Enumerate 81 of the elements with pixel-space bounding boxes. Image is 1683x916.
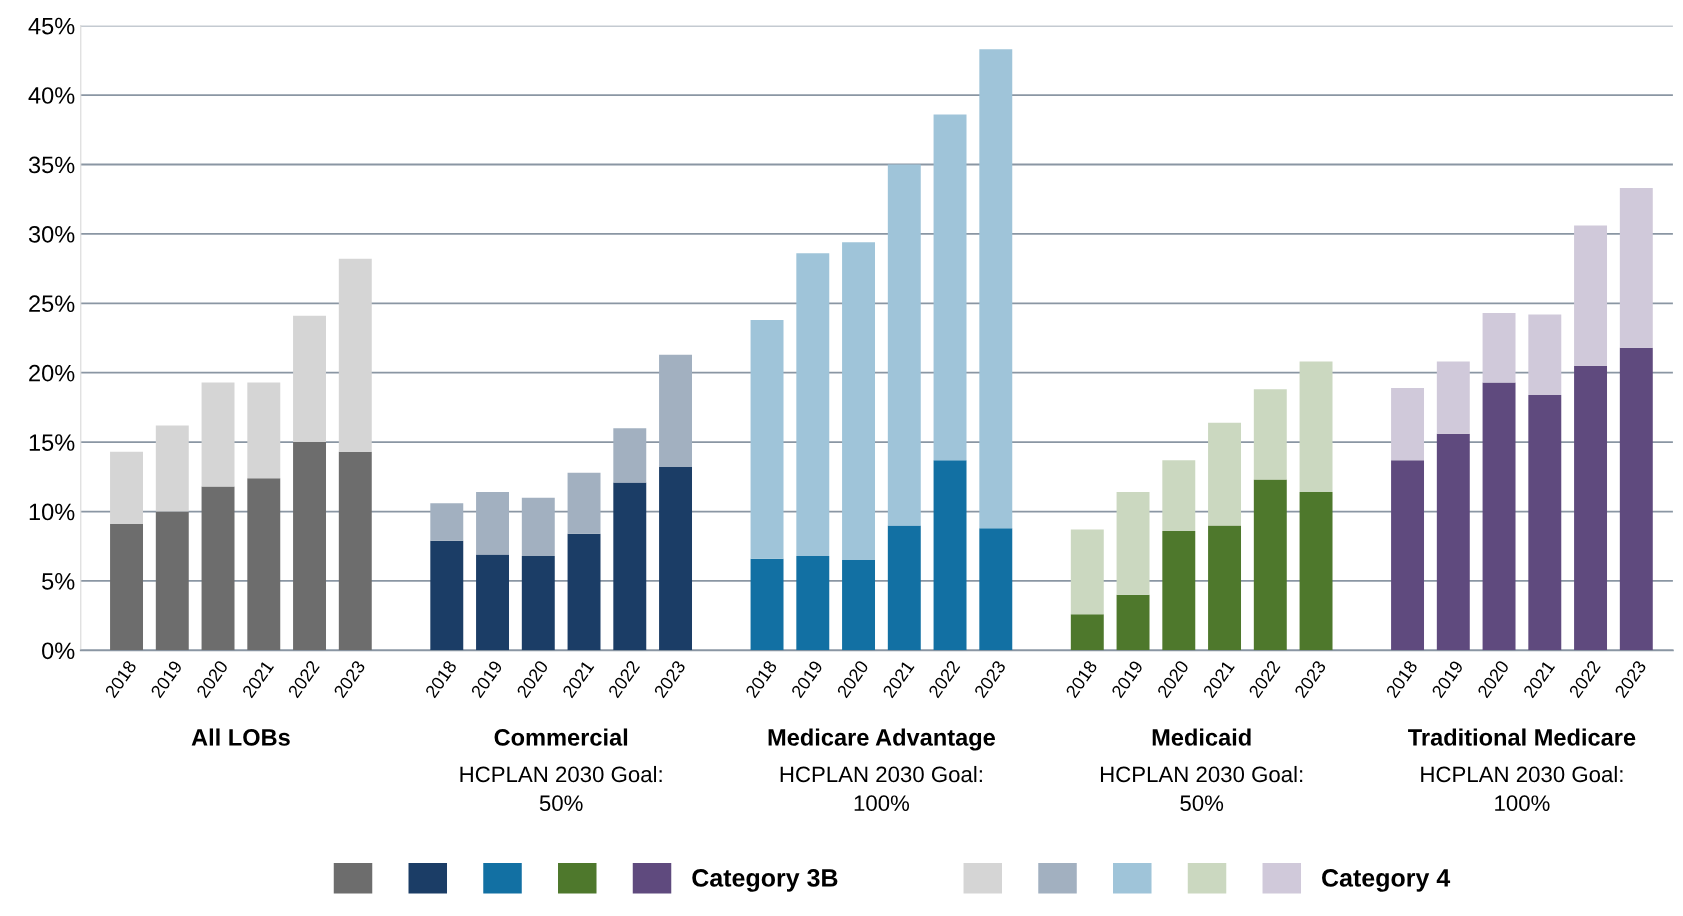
- bar: [155, 511, 189, 651]
- bar: [521, 555, 555, 651]
- bar: [659, 354, 693, 468]
- bar: [1391, 387, 1425, 461]
- bar: [1208, 525, 1242, 651]
- bar: [1070, 529, 1104, 615]
- y-tick-label: 10%: [29, 503, 75, 521]
- bar: [1162, 460, 1196, 531]
- legend-label: Category 4: [1322, 869, 1451, 892]
- text: Medicaid: [1152, 728, 1251, 746]
- bar: [567, 533, 601, 651]
- bar: [659, 467, 693, 651]
- bar: [430, 503, 464, 541]
- bar: [796, 555, 830, 651]
- text: Medicare Advantage: [768, 728, 995, 751]
- bar: [1436, 361, 1470, 434]
- y-tick-label: 0%: [42, 642, 75, 660]
- bar: [521, 497, 555, 556]
- bar: [201, 382, 235, 487]
- bar: [1116, 492, 1150, 595]
- text: Commercial: [494, 728, 628, 746]
- bar: [338, 451, 372, 651]
- bar: [1299, 492, 1333, 651]
- bar: [750, 558, 784, 651]
- text: Traditional Medicare: [1408, 728, 1636, 746]
- bar: [1253, 479, 1287, 651]
- text: All LOBs: [191, 728, 290, 746]
- bar: [293, 315, 327, 443]
- text: HCPLAN 2030 Goal: 50%: [460, 765, 662, 812]
- bar: [887, 525, 921, 651]
- bar: [933, 114, 967, 461]
- bar: [842, 242, 876, 561]
- bar: [1574, 365, 1608, 651]
- bar: [247, 478, 281, 651]
- text: HCPLAN 2030 Goal: 100%: [780, 765, 982, 812]
- bar: [1299, 361, 1333, 493]
- bar: [1208, 422, 1242, 526]
- bar: [613, 428, 647, 483]
- bar: [430, 540, 464, 651]
- y-tick-label: 25%: [29, 295, 75, 313]
- bar: [201, 486, 235, 651]
- bar: [1253, 389, 1287, 480]
- bar: [796, 253, 830, 556]
- bar: [1162, 530, 1196, 651]
- bar: [293, 442, 327, 651]
- y-tick-label: 20%: [29, 364, 75, 382]
- bar: [1116, 594, 1150, 651]
- bar: [567, 472, 601, 534]
- bar: [750, 319, 784, 559]
- bar: [1528, 394, 1562, 651]
- bar: [338, 258, 372, 452]
- bar: [887, 164, 921, 526]
- y-tick-label: 45%: [28, 17, 75, 35]
- bar: [979, 528, 1013, 651]
- bar: [247, 382, 281, 479]
- y-tick-label: 5%: [42, 573, 75, 590]
- bar: [110, 524, 143, 651]
- bar: [476, 492, 510, 555]
- bar: [1482, 313, 1516, 383]
- bar: [1574, 225, 1608, 366]
- bar: [1619, 188, 1653, 348]
- bar: [1070, 614, 1104, 651]
- y-tick-label: 35%: [28, 156, 75, 174]
- y-tick-label: 15%: [29, 434, 75, 451]
- bar: [979, 49, 1013, 529]
- bar: [1436, 433, 1470, 651]
- bar: [476, 554, 510, 651]
- bar: [1391, 460, 1425, 651]
- bar: [933, 460, 967, 651]
- y-tick-label: 30%: [28, 225, 75, 243]
- bar: [155, 425, 189, 512]
- bar: [842, 560, 876, 651]
- bar: [613, 482, 647, 651]
- text: HCPLAN 2030 Goal: 50%: [1100, 765, 1303, 812]
- y-tick-label: 40%: [28, 87, 75, 104]
- bar: [110, 451, 143, 525]
- text: HCPLAN 2030 Goal: 100%: [1421, 765, 1623, 812]
- bar: [1528, 314, 1562, 395]
- bar: [1619, 347, 1653, 651]
- bar: [1482, 382, 1516, 651]
- legend-label: Category 3B: [692, 869, 838, 892]
